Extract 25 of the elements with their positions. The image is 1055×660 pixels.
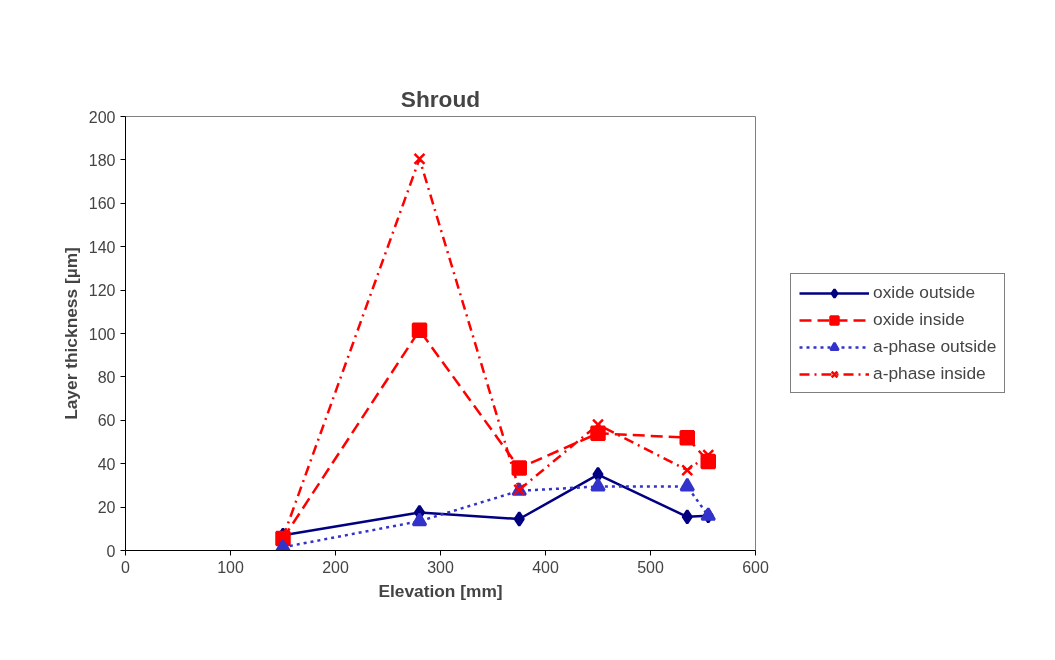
y-tick-label: 80 <box>97 368 116 386</box>
x-tick-label: 100 <box>217 558 244 576</box>
x-tick-label: 400 <box>532 558 559 576</box>
y-tick-label: 160 <box>88 195 116 213</box>
y-tick-label: 180 <box>88 151 116 169</box>
legend-label: oxide inside <box>873 309 965 330</box>
y-tick-label: 100 <box>88 325 116 343</box>
x-tick-label: 300 <box>427 558 454 576</box>
y-tick-label: 140 <box>88 238 116 256</box>
legend-label: oxide outside <box>873 282 976 303</box>
y-tick-label: 20 <box>97 499 116 517</box>
y-tick-label: 120 <box>88 282 116 300</box>
x-tick-label: 200 <box>322 558 349 576</box>
y-tick-label: 40 <box>97 455 116 473</box>
x-tick-label: 600 <box>742 558 769 576</box>
legend-label: a-phase outside <box>873 336 997 357</box>
x-tick-label: 500 <box>637 558 664 576</box>
y-tick-label: 60 <box>97 412 116 430</box>
y-tick-label: 0 <box>106 542 116 560</box>
y-tick-label: 200 <box>88 108 116 126</box>
legend-label: a-phase inside <box>873 363 986 384</box>
y-axis-title: Layer thickness [µm] <box>60 247 81 420</box>
x-tick-label: 0 <box>121 558 131 576</box>
chart-title: Shroud <box>400 85 481 112</box>
x-axis-title: Elevation [mm] <box>378 580 503 601</box>
